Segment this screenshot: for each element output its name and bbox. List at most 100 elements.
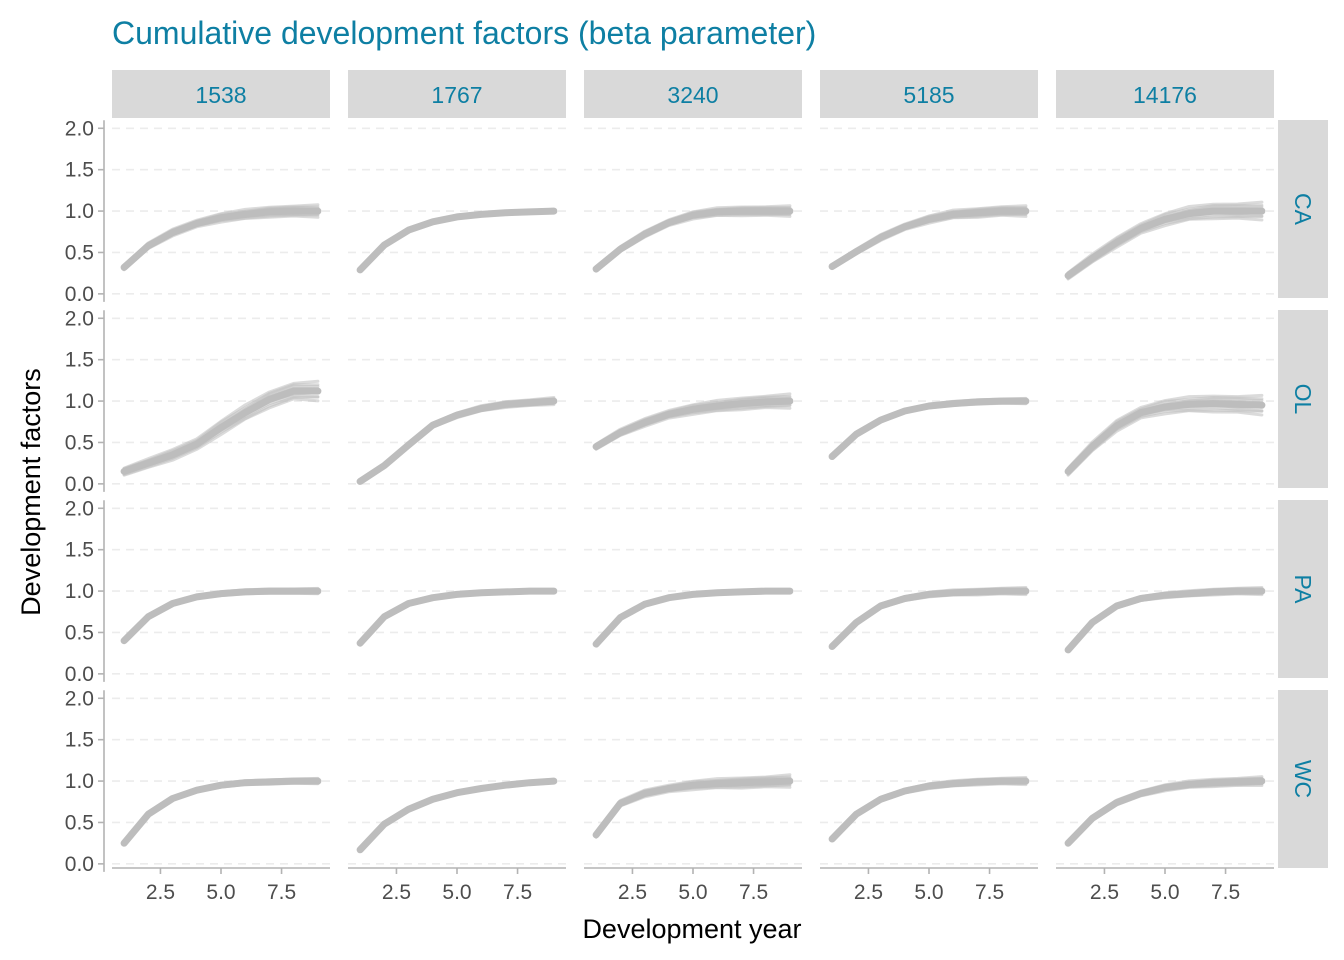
panel-PA-1538	[120, 586, 322, 645]
median-path	[120, 777, 322, 847]
panel-WC-1538	[120, 776, 322, 847]
panel-PA-14176	[1064, 586, 1266, 654]
y-tick-label: 1.0	[65, 580, 94, 603]
column-strip-label: 1767	[431, 82, 482, 108]
y-tick-label: 0.0	[65, 663, 94, 686]
x-tick-label: 2.5	[854, 881, 883, 904]
panel-PA-3240	[592, 587, 794, 648]
y-tick-label: 2.0	[65, 687, 94, 710]
y-axis-title: Development factors	[16, 368, 46, 616]
row-strip-CA	[1278, 120, 1328, 298]
median-path	[592, 777, 794, 839]
facet-panels: 1538 1767 3240 5185 14176 CA OL PA WC 0.0 0.5 1.0 1.…	[65, 70, 1328, 904]
y-tick-label: 0.5	[65, 811, 94, 834]
panel-WC-3240	[592, 773, 794, 839]
panel-OL-14176	[1064, 393, 1266, 477]
panel-OL-1767	[356, 396, 558, 485]
simulated-path	[122, 379, 320, 470]
median-path	[592, 587, 794, 648]
x-tick-label: 5.0	[1150, 881, 1179, 904]
x-tick-label: 5.0	[206, 881, 235, 904]
median-path	[592, 397, 794, 451]
x-tick-label: 2.5	[382, 881, 411, 904]
x-tick-label: 5.0	[914, 881, 943, 904]
y-tick-label: 2.0	[65, 307, 94, 330]
simulated-path	[594, 785, 792, 839]
median-path	[1064, 587, 1266, 654]
panel-CA-1767	[356, 207, 558, 274]
y-tick-label: 1.0	[65, 200, 94, 223]
median-path	[828, 777, 1030, 843]
median-path	[120, 207, 322, 271]
y-tick-label: 1.0	[65, 770, 94, 793]
median-path	[356, 777, 558, 854]
row-strip-PA	[1278, 500, 1328, 678]
column-strip-1538	[112, 70, 330, 118]
simulated-path	[1066, 393, 1264, 470]
simulated-path	[1066, 216, 1264, 281]
x-tick-label: 7.5	[267, 881, 296, 904]
column-strip-label: 14176	[1133, 82, 1197, 108]
row-strip-label: CA	[1290, 193, 1316, 226]
y-tick-label: 1.5	[65, 349, 94, 372]
y-tick-label: 1.5	[65, 159, 94, 182]
y-tick-label: 0.5	[65, 621, 94, 644]
x-tick-label: 2.5	[146, 881, 175, 904]
simulated-path	[594, 783, 792, 839]
row-strip-label: PA	[1290, 575, 1316, 605]
x-tick-label: 7.5	[739, 881, 768, 904]
panel-WC-5185	[828, 776, 1030, 843]
simulated-path	[358, 397, 556, 482]
panel-CA-1538	[120, 203, 322, 272]
simulated-path	[358, 396, 556, 482]
panel-WC-1767	[356, 777, 558, 854]
median-path	[356, 207, 558, 274]
simulated-path	[594, 783, 792, 838]
column-strip-label: 5185	[903, 82, 954, 108]
x-axis-title: Development year	[582, 914, 801, 944]
y-tick-label: 1.0	[65, 390, 94, 413]
x-tick-label: 2.5	[1090, 881, 1119, 904]
simulated-path	[594, 211, 792, 272]
y-tick-label: 2.0	[65, 117, 94, 140]
simulated-path	[1066, 200, 1264, 275]
panel-OL-3240	[592, 392, 794, 451]
y-tick-label: 0.0	[65, 853, 94, 876]
median-path	[1064, 207, 1266, 280]
row-strip-label: WC	[1290, 760, 1316, 798]
median-path	[1064, 777, 1266, 847]
panel-CA-3240	[592, 204, 794, 273]
median-path	[828, 207, 1030, 270]
panel-PA-1767	[356, 587, 558, 647]
y-tick-label: 0.0	[65, 283, 94, 306]
panel-WC-14176	[1064, 775, 1266, 847]
median-path	[356, 397, 558, 485]
panel-OL-1538	[120, 379, 322, 477]
x-tick-label: 5.0	[678, 881, 707, 904]
y-tick-label: 0.5	[65, 241, 94, 264]
median-path	[120, 587, 322, 645]
column-strip-5185	[820, 70, 1038, 118]
x-tick-label: 5.0	[442, 881, 471, 904]
x-tick-label: 7.5	[975, 881, 1004, 904]
y-tick-label: 2.0	[65, 497, 94, 520]
y-tick-label: 1.5	[65, 729, 94, 752]
median-path	[828, 587, 1030, 650]
y-tick-label: 1.5	[65, 539, 94, 562]
chart-title: Cumulative development factors (beta par…	[112, 15, 816, 51]
x-tick-label: 2.5	[618, 881, 647, 904]
column-strip-label: 1538	[195, 82, 246, 108]
median-path	[828, 397, 1030, 460]
panel-PA-5185	[828, 586, 1030, 650]
median-path	[356, 587, 558, 647]
median-path	[1064, 400, 1266, 475]
row-strip-label: OL	[1290, 384, 1316, 415]
median-path	[120, 387, 322, 475]
panel-CA-5185	[828, 204, 1030, 271]
row-strip-WC	[1278, 690, 1328, 868]
median-path	[592, 207, 794, 273]
y-tick-label: 0.0	[65, 473, 94, 496]
column-strip-14176	[1056, 70, 1274, 118]
column-strip-3240	[584, 70, 802, 118]
